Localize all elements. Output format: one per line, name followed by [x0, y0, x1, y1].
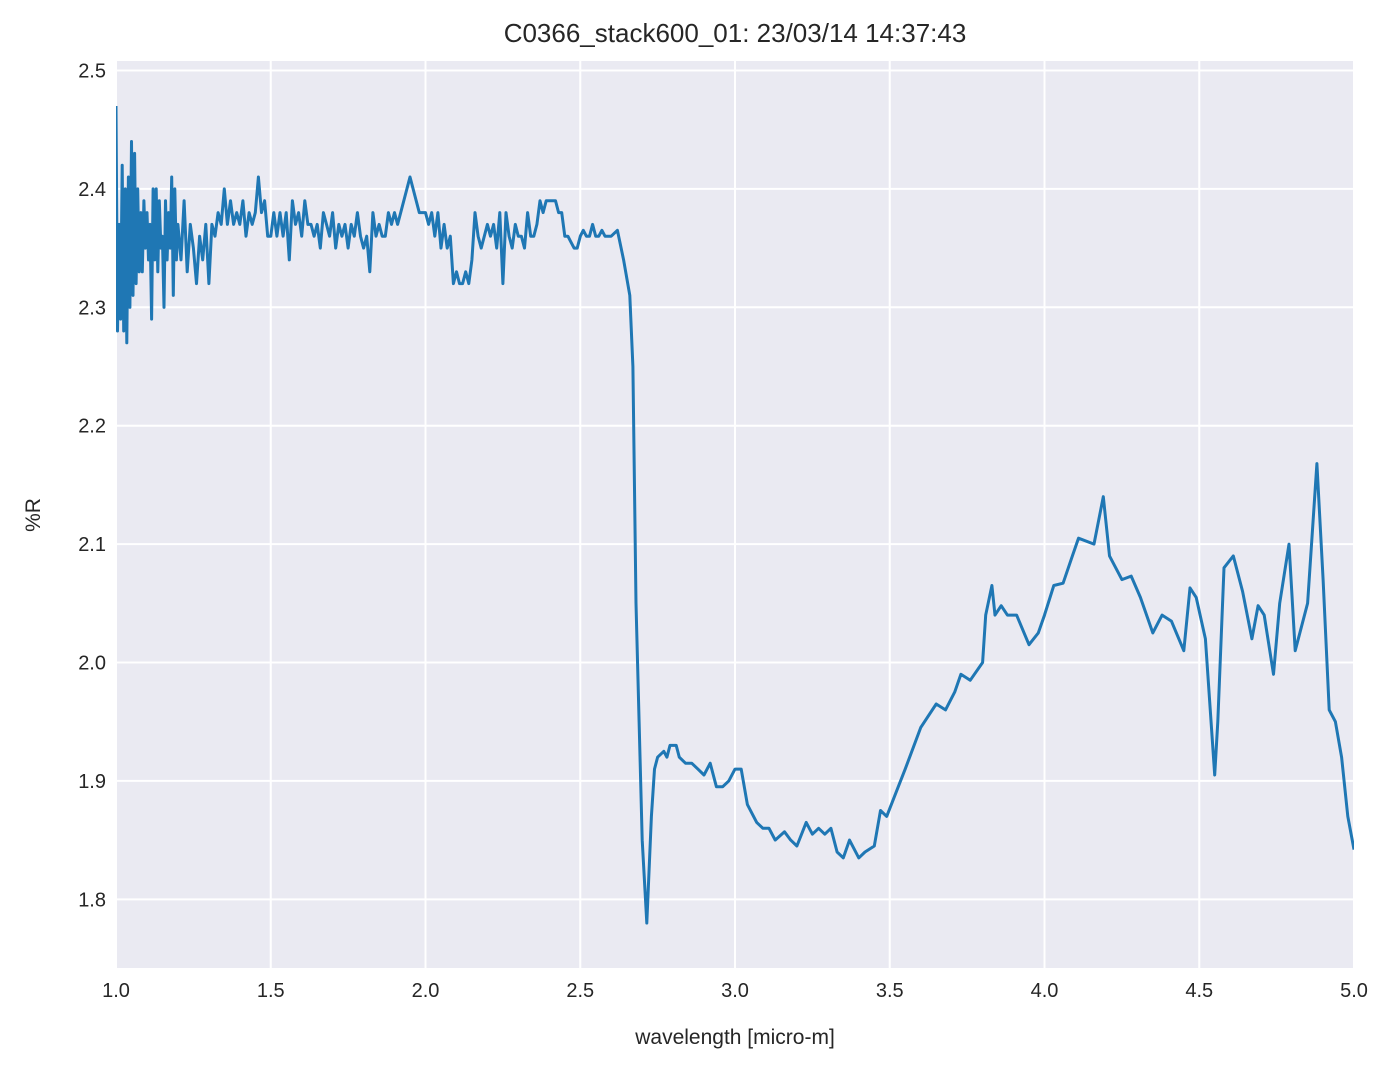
- x-axis-label: wavelength [micro-m]: [634, 1026, 835, 1049]
- x-tick-label: 5.0: [1340, 980, 1368, 1002]
- x-tick-label: 4.0: [1031, 980, 1059, 1002]
- x-tick-label: 1.0: [102, 980, 130, 1002]
- x-ticks: 1.0 1.5 2.0 2.5 3.0 3.5 4.0 4.5 5.0: [102, 980, 1368, 1002]
- x-tick-label: 4.5: [1185, 980, 1213, 1002]
- chart-title: C0366_stack600_01: 23/03/14 14:37:43: [504, 18, 967, 48]
- series-line: [116, 105, 1354, 925]
- x-tick-label: 2.0: [412, 980, 440, 1002]
- y-tick-label: 2.5: [78, 60, 106, 82]
- y-axis-label: %R: [22, 498, 45, 532]
- x-tick-label: 1.5: [257, 980, 285, 1002]
- y-tick-label: 2.3: [78, 297, 106, 319]
- y-tick-label: 2.0: [78, 653, 106, 675]
- y-tick-label: 1.9: [78, 771, 106, 793]
- x-tick-label: 3.5: [876, 980, 904, 1002]
- y-tick-label: 2.4: [78, 179, 106, 201]
- x-tick-label: 3.0: [721, 980, 749, 1002]
- y-tick-label: 2.2: [78, 416, 106, 438]
- y-ticks: 1.8 1.9 2.0 2.1 2.2 2.3 2.4 2.5: [78, 60, 106, 911]
- y-tick-label: 1.8: [78, 889, 106, 911]
- y-tick-label: 2.1: [78, 534, 106, 556]
- x-tick-label: 2.5: [566, 980, 594, 1002]
